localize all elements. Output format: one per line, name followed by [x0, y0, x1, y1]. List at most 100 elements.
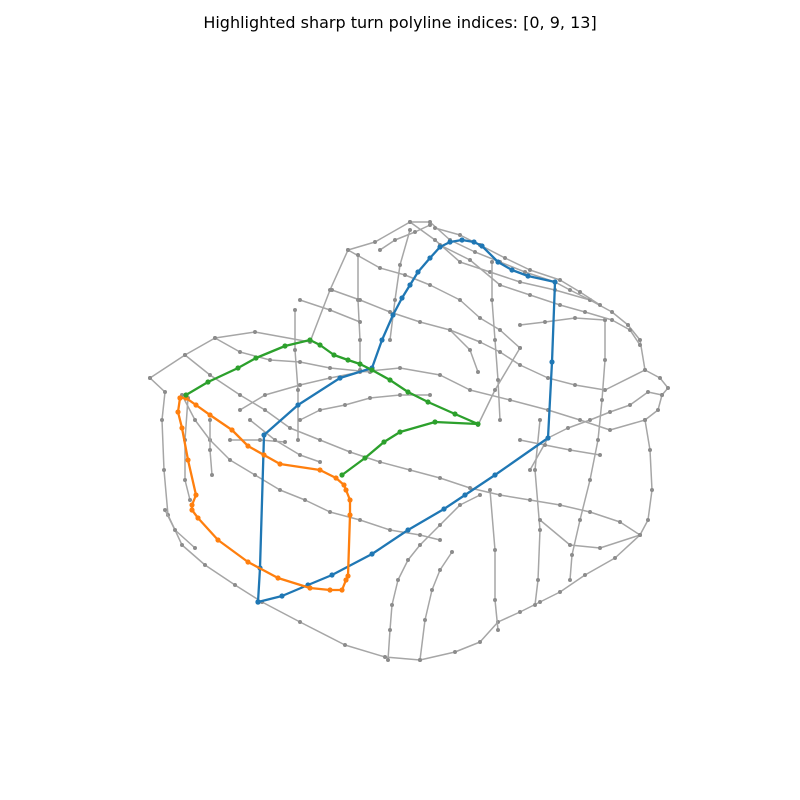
- context-vertex: [188, 498, 192, 502]
- highlighted-vertex: [399, 295, 405, 301]
- context-vertex: [328, 376, 332, 380]
- context-vertex: [438, 476, 442, 480]
- highlighted-vertex: [379, 337, 385, 343]
- context-polyline: [331, 289, 646, 391]
- context-vertex: [273, 438, 277, 442]
- context-vertex: [228, 458, 232, 462]
- context-vertex: [578, 290, 582, 294]
- context-vertex: [433, 226, 437, 230]
- context-vertex: [388, 628, 392, 632]
- context-vertex: [428, 393, 432, 397]
- highlighted-vertex: [452, 411, 458, 417]
- context-vertex: [428, 283, 432, 287]
- context-vertex: [278, 488, 282, 492]
- highlighted-vertex: [185, 457, 191, 463]
- context-vertex: [518, 438, 522, 442]
- context-vertex: [558, 503, 562, 507]
- context-vertex: [643, 418, 647, 422]
- highlighted-vertex: [189, 502, 195, 508]
- context-polyline: [387, 494, 481, 661]
- highlighted-vertex: [317, 342, 323, 348]
- context-vertex: [538, 518, 542, 522]
- highlighted-vertex: [345, 357, 351, 363]
- context-vertex: [608, 428, 612, 432]
- context-vertex: [433, 238, 437, 242]
- context-vertex: [298, 298, 302, 302]
- context-vertex: [163, 508, 167, 512]
- context-vertex: [568, 288, 572, 292]
- context-vertex: [600, 398, 604, 402]
- context-vertex: [358, 320, 362, 324]
- context-vertex: [403, 273, 407, 277]
- context-vertex: [493, 598, 497, 602]
- highlighted-vertex: [261, 452, 267, 458]
- context-polyline: [347, 249, 521, 349]
- context-vertex: [628, 403, 632, 407]
- context-vertex: [588, 418, 592, 422]
- context-vertex: [298, 383, 302, 387]
- highlighted-vertex: [207, 412, 213, 418]
- context-vertex: [573, 316, 577, 320]
- context-vertex: [396, 578, 400, 582]
- context-vertex: [238, 393, 242, 397]
- highlighted-vertex: [333, 475, 339, 481]
- highlighted-vertex: [341, 482, 347, 488]
- highlighted-vertex: [397, 429, 403, 435]
- context-vertex: [568, 543, 572, 547]
- context-vertex: [628, 328, 632, 332]
- context-polyline: [299, 394, 431, 421]
- context-vertex: [393, 298, 397, 302]
- context-vertex: [398, 263, 402, 267]
- context-vertex: [478, 340, 482, 344]
- highlighted-vertex: [552, 279, 558, 285]
- context-vertex: [383, 655, 387, 659]
- highlighted-vertex: [245, 559, 251, 565]
- context-vertex: [588, 478, 592, 482]
- context-vertex: [558, 590, 562, 594]
- highlighted-vertex: [525, 273, 531, 279]
- context-polyline: [554, 281, 669, 421]
- highlighted-vertex: [339, 587, 345, 593]
- context-vertex: [388, 528, 392, 532]
- highlighted-vertex: [339, 472, 345, 478]
- context-vertex: [388, 338, 392, 342]
- highlighted-vertex: [307, 337, 313, 343]
- context-vertex: [298, 620, 302, 624]
- context-vertex: [643, 368, 647, 372]
- context-vertex: [528, 268, 532, 272]
- highlighted-polylines: [175, 237, 558, 605]
- highlighted-vertex: [427, 255, 433, 261]
- context-vertex: [568, 448, 572, 452]
- highlighted-vertex: [549, 359, 555, 365]
- context-vertex: [603, 388, 607, 392]
- highlighted-vertex: [235, 365, 241, 371]
- context-vertex: [330, 288, 334, 292]
- context-vertex: [253, 330, 257, 334]
- highlighted-vertex: [495, 259, 501, 265]
- context-vertex: [650, 488, 654, 492]
- context-vertex: [368, 396, 372, 400]
- context-vertex: [233, 583, 237, 587]
- context-vertex: [583, 573, 587, 577]
- context-vertex: [408, 468, 412, 472]
- highlighted-vertex: [317, 467, 323, 473]
- context-vertex: [503, 256, 507, 260]
- highlighted-vertex: [175, 409, 181, 415]
- context-vertex: [358, 518, 362, 522]
- highlighted-vertex: [347, 512, 353, 518]
- context-vertex: [538, 418, 542, 422]
- context-vertex: [598, 303, 602, 307]
- context-vertex: [398, 393, 402, 397]
- context-vertex: [438, 373, 442, 377]
- context-polyline: [294, 309, 299, 441]
- context-vertex: [388, 310, 392, 314]
- context-vertex: [208, 373, 212, 377]
- context-vertex: [328, 510, 332, 514]
- context-vertex: [493, 388, 497, 392]
- context-vertex: [638, 343, 642, 347]
- context-vertex: [468, 348, 472, 352]
- context-vertex: [518, 346, 522, 350]
- context-vertex: [618, 520, 622, 524]
- context-vertex: [603, 358, 607, 362]
- context-vertex: [543, 320, 547, 324]
